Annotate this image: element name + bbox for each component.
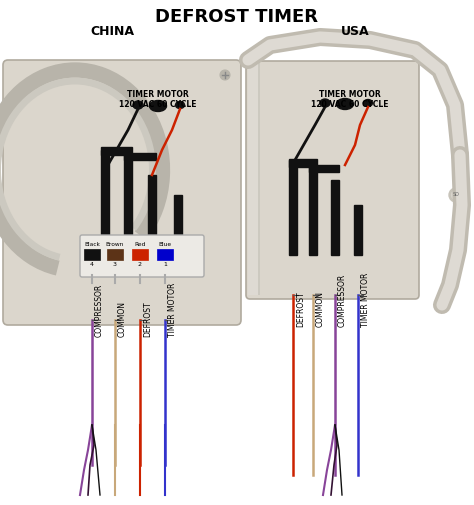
Text: TIMER MOTOR: TIMER MOTOR xyxy=(361,273,370,327)
FancyBboxPatch shape xyxy=(3,60,241,325)
Text: COMPRESSOR: COMPRESSOR xyxy=(95,284,104,337)
Bar xyxy=(101,147,132,155)
FancyBboxPatch shape xyxy=(80,235,204,277)
Ellipse shape xyxy=(258,43,266,51)
Text: USA: USA xyxy=(341,25,369,38)
Bar xyxy=(289,159,317,167)
Ellipse shape xyxy=(175,102,184,109)
Text: DEFROST: DEFROST xyxy=(296,291,305,327)
Text: Brown: Brown xyxy=(106,242,124,247)
Bar xyxy=(309,165,339,172)
Ellipse shape xyxy=(320,99,330,107)
Text: 4: 4 xyxy=(90,262,94,267)
Text: TIMER MOTOR
120 VAC 60 CYCLE: TIMER MOTOR 120 VAC 60 CYCLE xyxy=(119,90,197,110)
Ellipse shape xyxy=(133,101,143,109)
Bar xyxy=(101,150,109,250)
Text: 1: 1 xyxy=(163,262,167,267)
Bar xyxy=(248,60,258,295)
Bar xyxy=(148,175,156,250)
Bar xyxy=(289,160,297,255)
Text: COMMON: COMMON xyxy=(316,291,325,327)
Bar xyxy=(124,153,156,160)
Text: COMMON: COMMON xyxy=(118,301,127,337)
Ellipse shape xyxy=(337,98,354,110)
Text: Black: Black xyxy=(84,242,100,247)
Bar xyxy=(174,195,182,250)
Bar xyxy=(124,155,132,250)
FancyBboxPatch shape xyxy=(246,61,419,299)
Text: COMPRESSOR: COMPRESSOR xyxy=(338,274,347,327)
Bar xyxy=(331,180,339,255)
Text: 3: 3 xyxy=(113,262,117,267)
Text: DEFROST TIMER: DEFROST TIMER xyxy=(155,8,319,26)
Text: CHINA: CHINA xyxy=(90,25,134,38)
Text: DEFROST: DEFROST xyxy=(143,301,152,337)
Bar xyxy=(107,249,123,260)
Text: 2: 2 xyxy=(138,262,142,267)
Text: Blue: Blue xyxy=(158,242,172,247)
Bar xyxy=(157,249,173,260)
Ellipse shape xyxy=(149,100,166,112)
Bar xyxy=(84,249,100,260)
Ellipse shape xyxy=(449,188,463,202)
Ellipse shape xyxy=(452,190,461,199)
Bar xyxy=(132,249,148,260)
Bar xyxy=(309,165,317,255)
Ellipse shape xyxy=(220,70,230,80)
Text: TIMER MOTOR: TIMER MOTOR xyxy=(168,283,177,337)
Text: TIMER MOTOR
120 VAC 60 CYCLE: TIMER MOTOR 120 VAC 60 CYCLE xyxy=(311,90,389,110)
Text: Red: Red xyxy=(134,242,146,247)
Text: SD: SD xyxy=(453,192,459,197)
Bar xyxy=(248,60,260,295)
Bar xyxy=(354,205,362,255)
Ellipse shape xyxy=(364,99,373,107)
